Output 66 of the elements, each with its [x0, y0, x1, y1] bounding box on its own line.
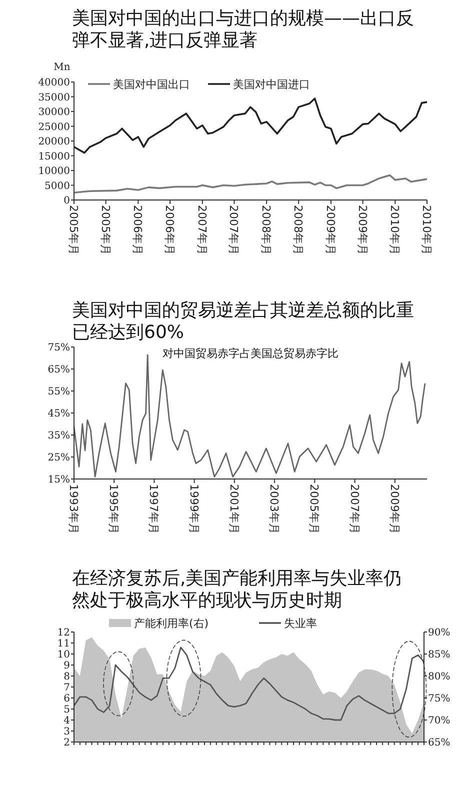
x-tick-label: 2009年月	[356, 205, 369, 255]
x-tick-label: 1993年月	[67, 484, 80, 534]
y-tick-label: 12	[57, 628, 70, 638]
y2-tick-label: 80%	[428, 672, 450, 682]
x-tick-label: 1997年月	[147, 484, 160, 534]
y-tick-label: 5000	[44, 180, 70, 192]
y2-tick-label: 65%	[428, 738, 450, 748]
y2-tick-label: 85%	[428, 650, 450, 660]
x-tick-label: 2007年月	[195, 205, 208, 255]
line-series	[73, 174, 428, 194]
x-tick-label: 2005年月	[67, 205, 80, 255]
y-tick-label: 5	[64, 704, 70, 716]
legend-label: 美国对中国进口	[233, 78, 310, 91]
line-series	[73, 98, 428, 154]
x-tick-label: 1999年月	[187, 484, 200, 534]
y-tick-label: 45%	[48, 408, 70, 420]
y-tick-label: 9	[64, 660, 70, 672]
x-tick-label: 2006年月	[163, 205, 176, 255]
x-tick-label: 2010年月	[420, 205, 433, 255]
x-tick-label: 1995年月	[107, 484, 120, 534]
y2-tick-label: 70%	[428, 716, 450, 726]
y-axis-title: Mn	[54, 62, 71, 73]
x-tick-label: 2006年月	[131, 205, 144, 255]
y-tick-label: 15%	[48, 474, 70, 486]
x-tick-label: 2005年月	[308, 484, 321, 534]
y-tick-label: 2	[64, 738, 70, 748]
x-tick-label: 2008年月	[292, 205, 305, 255]
x-tick-label: 2009年月	[324, 205, 337, 255]
y-tick-label: 6	[64, 694, 70, 704]
y-tick-label: 8	[64, 672, 70, 682]
y-tick-label: 15000	[38, 151, 70, 162]
x-tick-label: 2005年月	[98, 205, 112, 255]
legend-label: 失业率	[284, 617, 317, 630]
y-tick-label: 4	[64, 716, 70, 726]
chart-title: 美国对中国的贸易逆差占其逆差总额的比重已经达到60%	[72, 300, 414, 343]
x-tick-label: 2007年月	[348, 484, 361, 534]
y-tick-label: 30000	[38, 107, 70, 118]
y2-tick-label: 75%	[428, 694, 450, 704]
line-series	[73, 646, 425, 721]
y-tick-label: 10000	[38, 166, 70, 177]
legend-label: 美国对中国出口	[113, 78, 190, 91]
y-tick-label: 40000	[38, 78, 70, 88]
y-tick-label: 3	[64, 726, 70, 738]
y-tick-label: 55%	[48, 386, 70, 398]
x-tick-label: 2007年月	[227, 205, 240, 255]
y-tick-label: 7	[64, 682, 70, 694]
y-tick-label: 25%	[48, 452, 70, 464]
y-tick-label: 75%	[48, 342, 70, 354]
chart-title: 美国对中国的出口与进口的规模——出口反弹不显著,进口反弹显著	[72, 8, 414, 51]
y-tick-label: 35%	[48, 430, 70, 442]
y-tick-label: 65%	[48, 364, 70, 376]
chart-subtitle: 对中国贸易赤字占美国总贸易赤字比	[162, 347, 338, 360]
y-tick-label: 20000	[38, 136, 70, 148]
y-tick-label: 35000	[38, 92, 70, 104]
legend-label: 产能利用率(右)	[134, 617, 209, 630]
x-tick-label: 2008年月	[260, 205, 273, 255]
x-tick-label: 2010年月	[388, 205, 402, 255]
y-tick-label: 11	[57, 638, 70, 650]
chart-title: 在经济复苏后,美国产能利用率与失业率仍然处于极高水平的现状与历史时期	[72, 568, 402, 611]
y-tick-label: 25000	[38, 122, 70, 133]
x-tick-label: 2003年月	[268, 484, 281, 534]
y2-tick-label: 90%	[428, 628, 450, 638]
x-tick-label: 2009年月	[388, 484, 401, 534]
y-tick-label: 10	[57, 650, 70, 660]
y-tick-label: 0	[64, 196, 70, 206]
x-tick-label: 2001年月	[227, 484, 240, 534]
